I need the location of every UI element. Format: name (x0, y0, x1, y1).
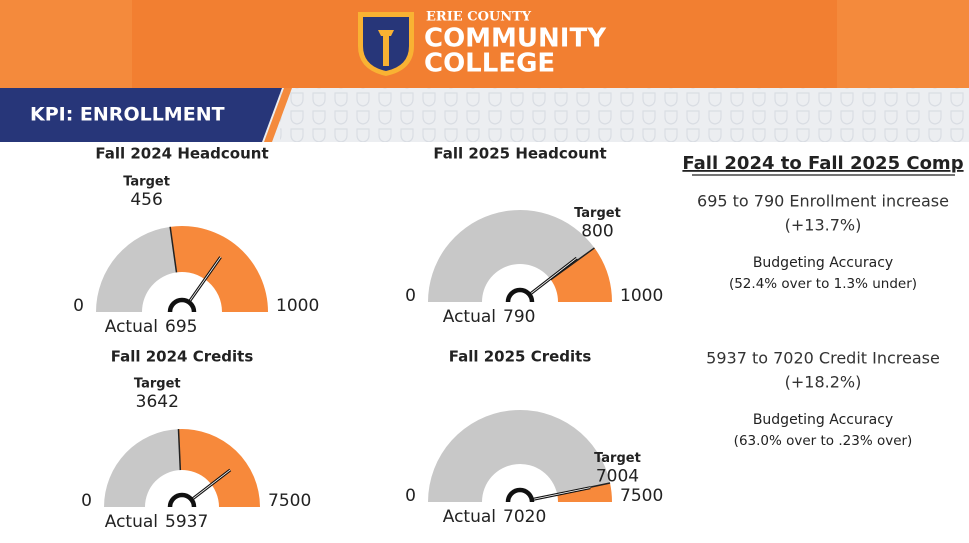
actual-value: 5937 (165, 512, 208, 532)
gauge-tick-label: 7500 (620, 486, 663, 506)
gauge-below-target (428, 410, 611, 502)
actual-value: 7020 (503, 507, 546, 527)
target-label: Target (123, 175, 170, 190)
gauge-below-target (104, 429, 181, 507)
comparison-line: (+18.2%) (785, 373, 862, 392)
target-line (177, 429, 182, 471)
gauge-above-target (178, 429, 260, 507)
comparison-line: 695 to 790 Enrollment increase (697, 192, 949, 211)
banner-pattern (280, 88, 969, 142)
target-label: Target (574, 206, 621, 221)
brand-line: COMMUNITY (424, 24, 607, 54)
target-value: 3642 (136, 392, 179, 412)
actual-label: Actual (443, 307, 496, 327)
actual-value: 790 (503, 307, 535, 327)
target-label: Target (594, 451, 641, 466)
needle-hub (505, 487, 535, 503)
needle-highlight (189, 469, 231, 502)
accuracy-text: (52.4% over to 1.3% under) (729, 276, 917, 292)
gauge-tick-label: 1000 (276, 296, 319, 316)
banner (0, 88, 282, 142)
gauge-tick-label: 0 (73, 296, 84, 316)
gauge-tick-label: 1000 (620, 286, 663, 306)
comparison-line: (+13.7%) (785, 216, 862, 235)
needle-hub (167, 492, 197, 508)
needle-highlight (529, 487, 591, 501)
accuracy-text: (63.0% over to .23% over) (734, 433, 913, 449)
gauge-below-target (428, 209, 595, 302)
needle-highlight (527, 257, 577, 297)
gauge-tick-label: 7500 (268, 491, 311, 511)
gauge-title: Fall 2024 Credits (111, 348, 254, 366)
comparison-line: 5937 to 7020 Credit Increase (706, 349, 940, 368)
gauge-tick-label: 0 (405, 486, 416, 506)
gauge-title: Fall 2024 Headcount (95, 145, 268, 163)
actual-value: 695 (165, 317, 197, 337)
brand-line: COLLEGE (424, 49, 555, 79)
banner-stripe (264, 88, 292, 142)
gauge-title: Fall 2025 Credits (449, 348, 592, 366)
target-line (169, 226, 178, 273)
logo (358, 12, 414, 76)
brand-top: ERIE COUNTY (426, 10, 532, 25)
gauge-tick-label: 0 (405, 286, 416, 306)
gauge-below-target (96, 226, 177, 312)
actual-label: Actual (105, 512, 158, 532)
needle-hub (167, 297, 197, 313)
target-value: 456 (130, 190, 162, 210)
needle-highlight (187, 256, 221, 305)
comparison-title: Fall 2024 to Fall 2025 Comp (682, 153, 963, 174)
accuracy-title: Budgeting Accuracy (753, 255, 893, 271)
accuracy-title: Budgeting Accuracy (753, 412, 893, 428)
target-label: Target (134, 377, 181, 392)
gauge-above-target (550, 247, 612, 302)
needle-hub (505, 287, 535, 303)
actual-label: Actual (443, 507, 496, 527)
target-value: 7004 (596, 467, 639, 487)
target-value: 800 (581, 222, 613, 242)
gauge-above-target (557, 483, 612, 502)
gauge-above-target (170, 225, 268, 312)
banner-text: KPI: ENROLLMENT (30, 104, 225, 126)
gauge-tick-label: 0 (81, 491, 92, 511)
actual-label: Actual (105, 317, 158, 337)
gauge-title: Fall 2025 Headcount (433, 145, 606, 163)
header-center (132, 0, 837, 88)
